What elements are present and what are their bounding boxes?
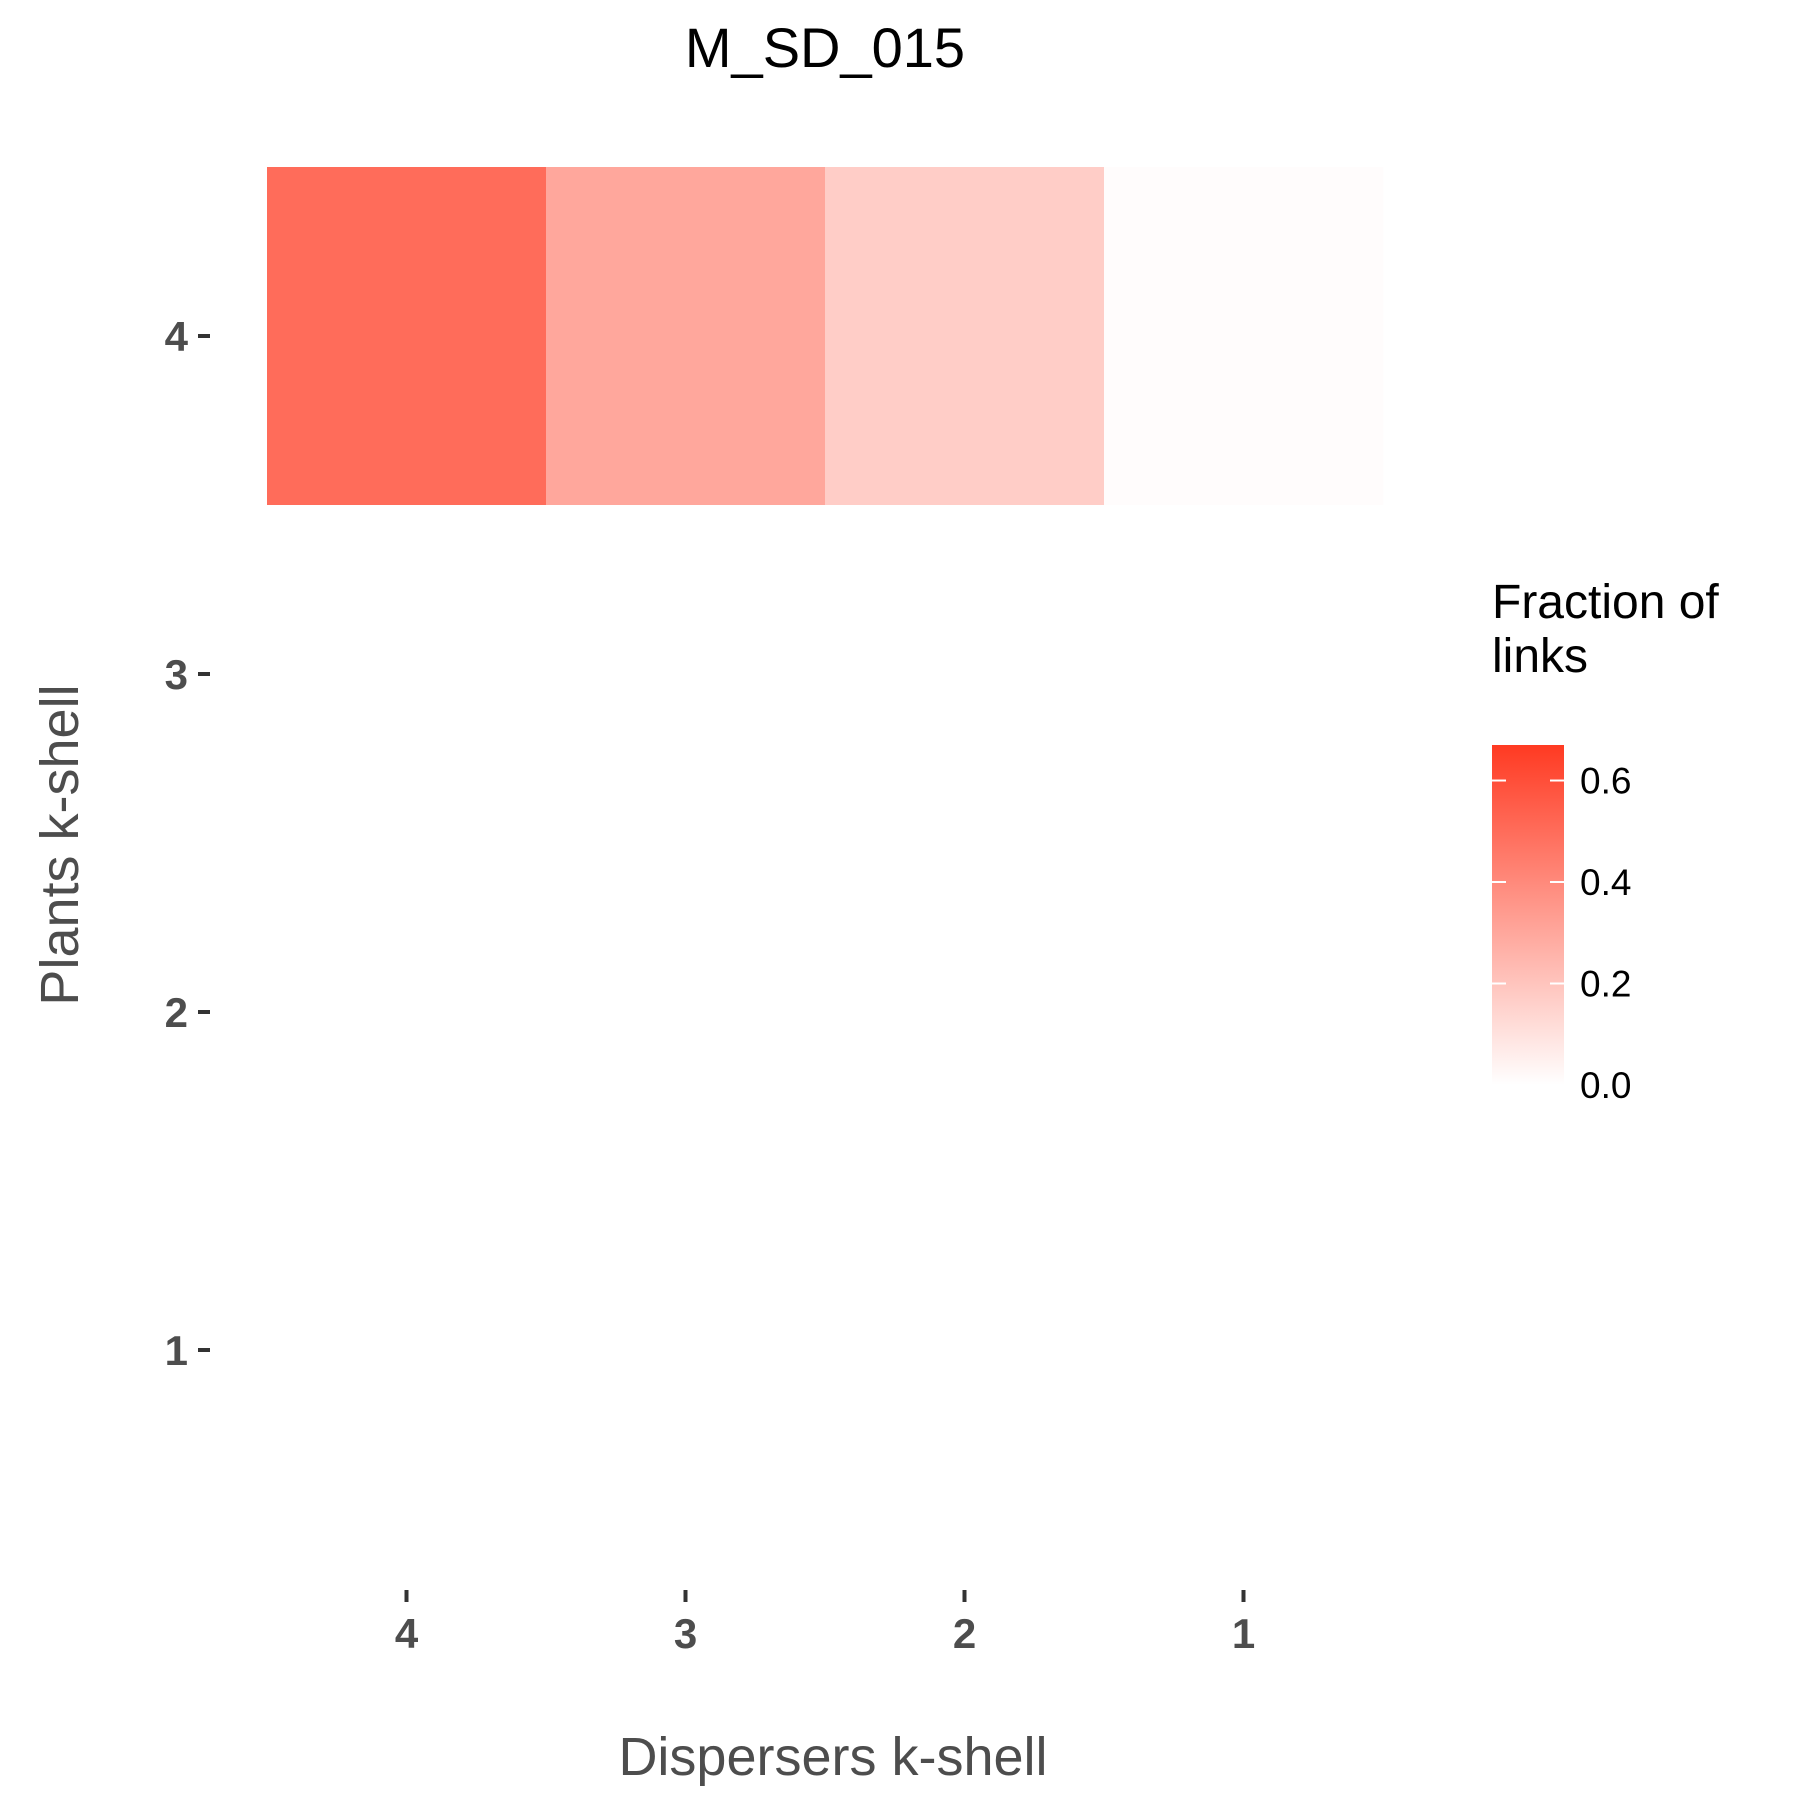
heatmap-cell-x1-y4 (1104, 167, 1384, 505)
y-axis-title: Plants k-shell (30, 684, 90, 1005)
chart-title: M_SD_015 (685, 16, 965, 79)
x-axis: 4 3 2 1 (395, 1590, 1255, 1657)
legend-label-0.4: 0.4 (1580, 862, 1631, 903)
x-tick-label-1: 1 (1232, 1610, 1255, 1657)
x-axis-title: Dispersers k-shell (618, 1727, 1047, 1787)
x-tick-label-3: 3 (674, 1610, 697, 1657)
y-tick-label-1: 1 (165, 1327, 188, 1374)
legend-label-0.6: 0.6 (1580, 761, 1631, 802)
legend-title-line-2: links (1492, 630, 1588, 683)
heatmap-cell-x4-y4 (267, 167, 547, 505)
legend-label-0.2: 0.2 (1580, 964, 1631, 1005)
heatmap-cells (267, 167, 1384, 505)
legend-colorbar (1492, 745, 1564, 1085)
y-tick-label-2: 2 (165, 989, 188, 1036)
x-tick-label-2: 2 (953, 1610, 976, 1657)
x-tick-label-4: 4 (395, 1610, 419, 1657)
y-tick-label-3: 3 (165, 651, 188, 698)
color-legend: Fraction of links 0.6 0.4 0.2 0.0 (1492, 576, 1732, 1106)
legend-ticks: 0.6 0.4 0.2 0.0 (1492, 761, 1631, 1106)
legend-title-line-1: Fraction of (1492, 576, 1719, 629)
legend-title: Fraction of links (1492, 576, 1732, 683)
legend-label-0.0: 0.0 (1580, 1065, 1631, 1106)
y-axis: 4 3 2 1 (165, 313, 210, 1374)
heatmap-cell-x2-y4 (825, 167, 1105, 505)
heatmap-cell-x3-y4 (546, 167, 826, 505)
y-tick-label-4: 4 (165, 313, 189, 360)
